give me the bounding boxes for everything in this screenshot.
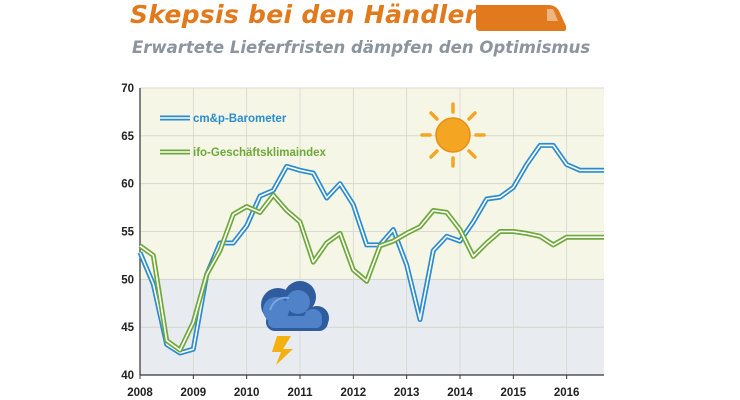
thunderstorm-icon (261, 281, 329, 365)
sun-icon (420, 102, 486, 168)
x-tick-label-2009: 2009 (181, 387, 207, 399)
x-tick-label-2016: 2016 (554, 387, 580, 399)
legend-label-ifo-index: ifo-Geschäftsklimaindex (193, 147, 327, 159)
series-line-ifo-index (139, 194, 604, 351)
y-tick-label-55: 55 (121, 227, 134, 239)
y-tick-labels: 40 45 50 55 60 65 70 (121, 83, 134, 382)
y-tick-label-70: 70 (121, 83, 134, 95)
x-tick-label-2012: 2012 (341, 387, 367, 399)
y-tick-label-60: 60 (121, 179, 134, 191)
series-line-cmp-barometer (139, 144, 604, 354)
series-lines (137, 142, 604, 356)
legend-label-cmp-barometer: cm&p-Barometer (193, 113, 287, 125)
chart-subtitle: Erwartete Lieferfristen dämpfen den Opti… (132, 38, 591, 57)
x-tick-label-2013: 2013 (394, 387, 420, 399)
legend: cm&p-Barometer ifo-Geschäftsklimaindex (160, 113, 327, 159)
x-tick-label-2008: 2008 (127, 387, 153, 399)
x-tick-label-2011: 2011 (288, 387, 314, 399)
x-tick-label-2014: 2014 (447, 387, 473, 399)
y-tick-label-45: 45 (121, 322, 134, 334)
x-tick-labels: 2008 2009 2010 2011 2012 2013 2014 2015 2016 (127, 387, 579, 399)
van-icon (476, 5, 566, 31)
x-tick-label-2015: 2015 (501, 387, 527, 399)
x-tick-label-2010: 2010 (234, 387, 260, 399)
y-tick-label-40: 40 (121, 370, 134, 382)
y-tick-label-50: 50 (121, 274, 134, 286)
y-tick-label-65: 65 (121, 131, 134, 143)
axes (139, 88, 604, 379)
chart-title: Skepsis bei den Händlern (130, 0, 496, 29)
